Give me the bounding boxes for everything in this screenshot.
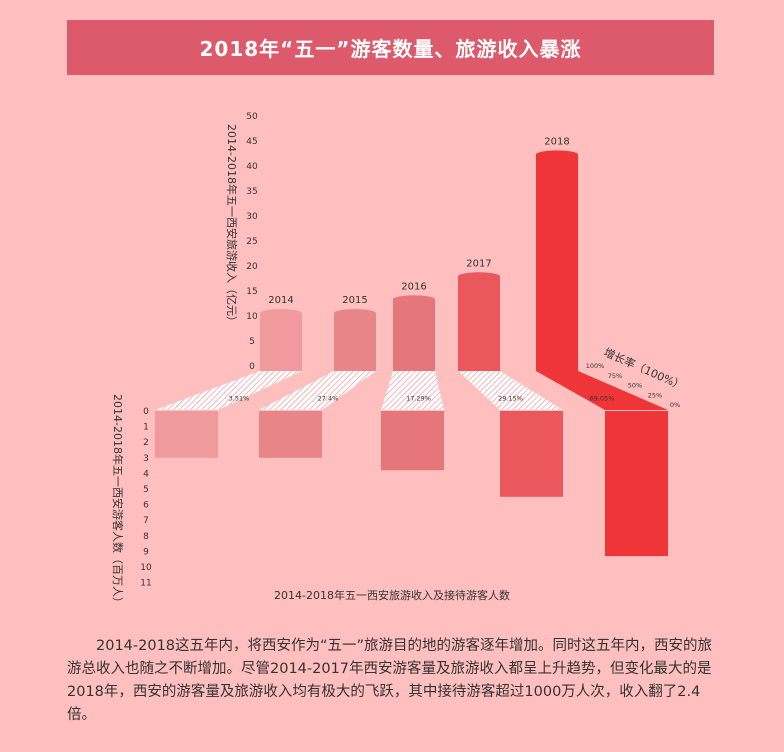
visitor-tick-label: 3 (143, 454, 149, 464)
title-banner: 2018年“五一”游客数量、旅游收入暴涨 (67, 20, 714, 75)
visitor-tick-label: 10 (140, 563, 152, 573)
year-label: 2016 (401, 281, 426, 292)
income-bar-cap (393, 295, 435, 304)
income-bar-cap (334, 309, 376, 318)
growth-tick-label: 100% (586, 362, 605, 370)
visitor-bar (381, 411, 444, 471)
visitor-bar (605, 411, 668, 557)
visitor-tick-label: 8 (143, 532, 149, 542)
income-bar (393, 299, 435, 371)
visitor-bars (155, 411, 668, 557)
income-bar-cap (260, 309, 302, 318)
visitor-bar (500, 411, 563, 497)
visitor-tick-label: 2 (143, 438, 149, 448)
income-tick-label: 10 (246, 312, 258, 322)
visitor-tick-label: 11 (140, 579, 151, 589)
connector-band (381, 371, 444, 410)
income-bars: 2014 2015 2016 2017 2018 (260, 136, 578, 371)
income-tick-label: 30 (246, 212, 258, 222)
income-bar (260, 313, 302, 371)
income-bar-cap (536, 150, 578, 159)
connector-band (536, 371, 668, 410)
summary-paragraph: 2014-2018这五年内，将西安作为“五一”旅游目的地的游客逐年增加。同时这五… (67, 638, 713, 723)
growth-axis-label: 增长率（100%） (602, 345, 687, 393)
visitor-tick-label: 5 (143, 485, 149, 495)
income-bar (458, 276, 500, 371)
connector-layer: 3.51% 27.4% 17.29% 29.15% 69.05% (155, 371, 668, 410)
visitor-tick-label: 1 (143, 423, 149, 433)
growth-rate-label: 69.05% (590, 395, 615, 403)
income-bar-cap (458, 272, 500, 281)
visitor-tick-label: 6 (143, 501, 149, 511)
income-tick-label: 15 (246, 287, 257, 297)
year-label: 2017 (466, 258, 491, 269)
growth-tick-label: 0% (670, 401, 680, 409)
income-tick-label: 0 (249, 362, 255, 372)
visitor-tick-label: 4 (143, 469, 149, 479)
connector-band (259, 371, 376, 410)
income-bar (536, 154, 578, 371)
visitor-tick-label: 7 (143, 516, 149, 526)
visitor-bar (259, 411, 322, 458)
connector-band (458, 371, 563, 410)
growth-axis: 100%75% 50% 25% 0% (586, 362, 680, 409)
visitor-axis-label: 2014-2018年五一西安游客人数（百万人） (111, 394, 125, 608)
growth-rate-label: 3.51% (229, 395, 250, 403)
x-axis-label: 2014-2018年五一西安旅游收入及接待游客人数 (274, 588, 510, 602)
year-label: 2018 (544, 136, 569, 147)
growth-tick-label: 50% (628, 382, 642, 390)
growth-rate-label: 27.4% (318, 395, 339, 403)
income-tick-label: 40 (246, 162, 258, 172)
growth-tick-label: 25% (648, 391, 662, 399)
income-tick-label: 50 (246, 112, 258, 122)
income-bar (334, 313, 376, 371)
connector-band (155, 371, 302, 410)
income-tick-label: 20 (246, 262, 258, 272)
growth-rate-label: 29.15% (498, 395, 523, 403)
income-tick-label: 45 (246, 137, 257, 147)
growth-tick-label: 75% (608, 372, 622, 380)
growth-rate-label: 17.29% (406, 395, 431, 403)
income-axis-label: 2014-2018年五一西安旅游收入（亿元） (225, 124, 239, 327)
income-tick-label: 5 (249, 337, 255, 347)
income-tick-label: 25 (246, 237, 257, 247)
page-title: 2018年“五一”游客数量、旅游收入暴涨 (199, 37, 582, 61)
visitor-axis: 0 1 2 3 4 5 6 7 8 9 10 11 (140, 407, 152, 589)
visitor-tick-label: 9 (143, 547, 149, 557)
visitor-tick-label: 0 (143, 407, 149, 417)
income-tick-label: 35 (246, 187, 257, 197)
chart: 3.51% 27.4% 17.29% 29.15% 69.05% 2014 2015201… (111, 112, 687, 608)
year-label: 2015 (342, 295, 367, 306)
year-label: 2014 (268, 295, 293, 306)
visitor-bar (155, 411, 218, 458)
